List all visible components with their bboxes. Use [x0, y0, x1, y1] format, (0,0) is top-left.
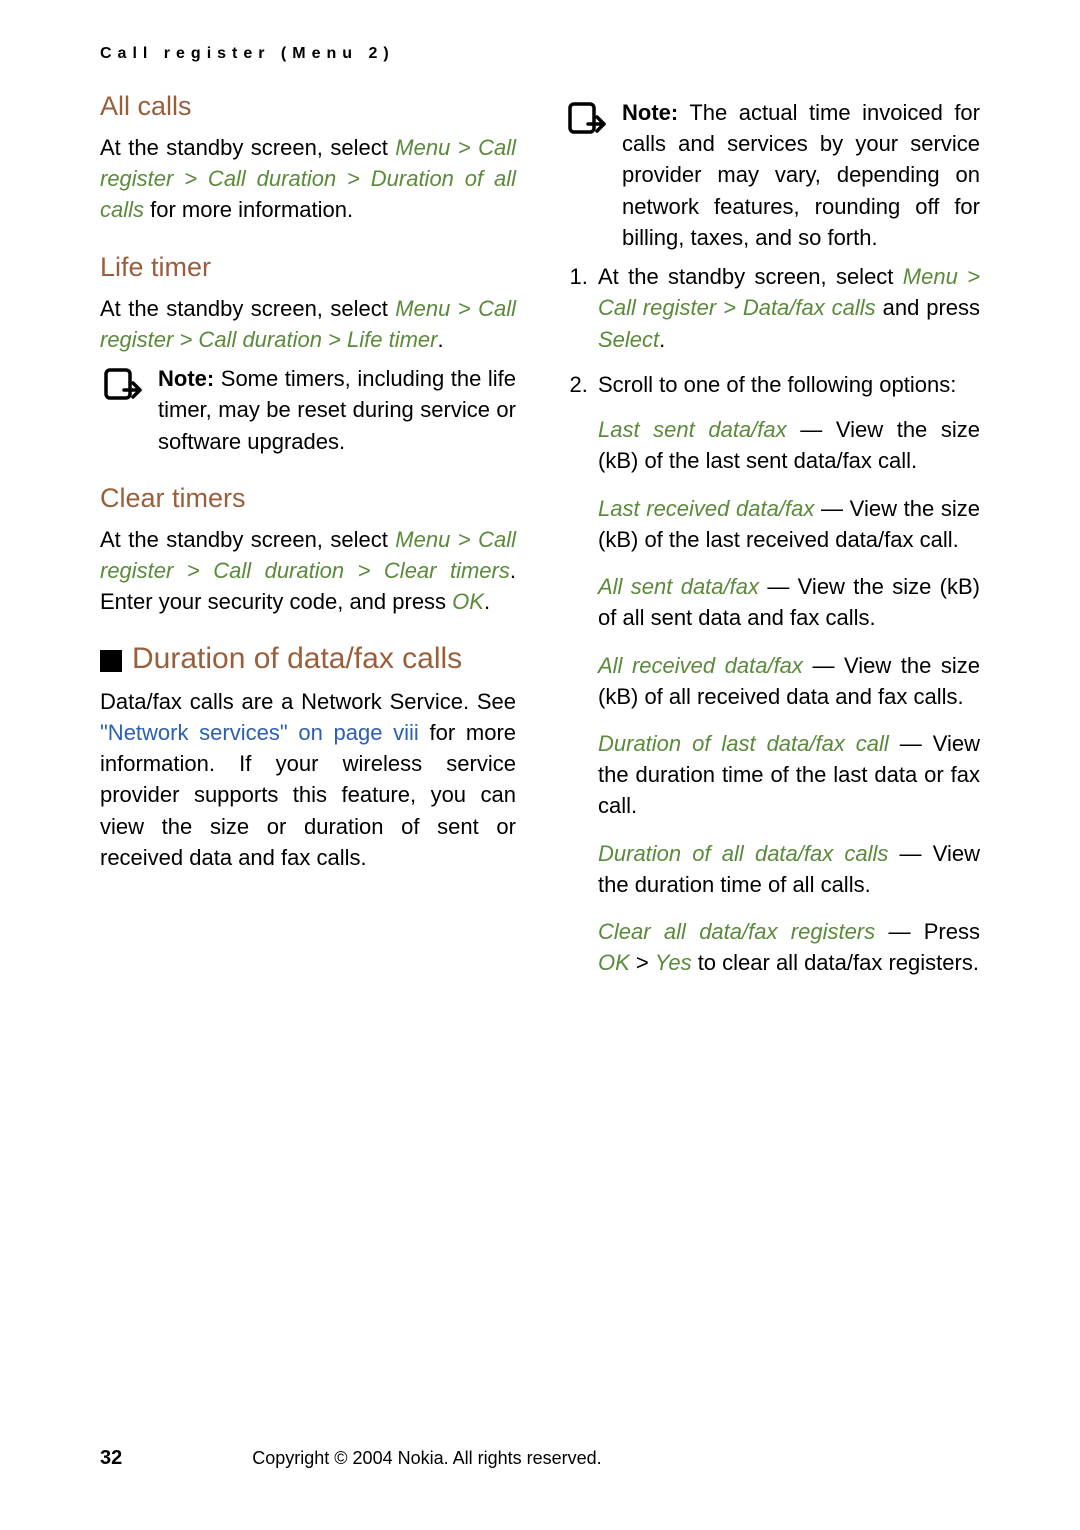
heading-clear-timers: Clear timers [100, 483, 516, 514]
step-1: At the standby screen, select Menu > Cal… [594, 261, 980, 355]
para-life-timer: At the standby screen, select Menu > Cal… [100, 293, 516, 355]
option-item: All sent data/fax — View the size (kB) o… [598, 571, 980, 633]
option-item: Last sent data/fax — View the size (kB) … [598, 414, 980, 476]
note-label: Note: [622, 100, 678, 125]
yes-label: Yes [655, 950, 692, 975]
option-clear-registers: Clear all data/fax registers — Press OK … [598, 916, 980, 978]
square-bullet-icon [100, 650, 122, 672]
page-footer: 32 Copyright © 2004 Nokia. All rights re… [100, 1447, 980, 1470]
option-name: Clear all data/fax registers [598, 919, 875, 944]
text: to clear all data/fax registers. [692, 950, 979, 975]
text: . [438, 327, 444, 352]
para-all-calls: At the standby screen, select Menu > Cal… [100, 132, 516, 226]
right-column: Note: The actual time invoiced for calls… [564, 91, 980, 995]
option-item: Last received data/fax — View the size (… [598, 493, 980, 555]
heading-all-calls: All calls [100, 91, 516, 122]
ok-label: OK [452, 589, 484, 614]
option-name: Duration of last data/fax call [598, 731, 889, 756]
note-life-timer: Note: Some timers, including the life ti… [100, 363, 516, 457]
para-clear-timers: At the standby screen, select Menu > Cal… [100, 524, 516, 618]
page-header: Call register (Menu 2) [100, 45, 980, 63]
note-text: Note: The actual time invoiced for calls… [622, 97, 980, 253]
text: At the standby screen, select [100, 135, 395, 160]
page-number: 32 [100, 1447, 122, 1470]
copyright-text: Copyright © 2004 Nokia. All rights reser… [252, 1448, 601, 1469]
text: . [484, 589, 490, 614]
text: Scroll to one of the following options: [598, 372, 956, 397]
heading-life-timer: Life timer [100, 252, 516, 283]
para-datafax: Data/fax calls are a Network Service. Se… [100, 686, 516, 873]
text: . [659, 327, 665, 352]
note-icon [100, 367, 144, 407]
note-label: Note: [158, 366, 214, 391]
text: — Press [875, 919, 980, 944]
option-name: Duration of all data/fax calls [598, 841, 888, 866]
select-label: Select [598, 327, 659, 352]
ok-label: OK [598, 950, 630, 975]
option-name: All sent data/fax [598, 574, 759, 599]
option-item: Duration of last data/fax call — View th… [598, 728, 980, 822]
text: At the standby screen, select [598, 264, 903, 289]
heading-datafax: Duration of data/fax calls [100, 642, 516, 676]
text: Data/fax calls are a Network Service. Se… [100, 689, 516, 714]
content-columns: All calls At the standby screen, select … [100, 91, 980, 995]
text: At the standby screen, select [100, 527, 395, 552]
note-text: Note: Some timers, including the life ti… [158, 363, 516, 457]
page-body: Call register (Menu 2) All calls At the … [0, 0, 1080, 995]
text: At the standby screen, select [100, 296, 395, 321]
steps-list: At the standby screen, select Menu > Cal… [594, 261, 980, 400]
crossref-link[interactable]: "Network services" on page viii [100, 720, 419, 745]
note-icon [564, 101, 608, 141]
heading-text: Duration of data/fax calls [132, 642, 516, 676]
step-2: Scroll to one of the following options: [594, 369, 980, 400]
option-name: Last sent data/fax [598, 417, 787, 442]
option-item: All received data/fax — View the size (k… [598, 650, 980, 712]
text: > [630, 950, 655, 975]
left-column: All calls At the standby screen, select … [100, 91, 516, 995]
option-name: Last received data/fax [598, 496, 814, 521]
note-invoice: Note: The actual time invoiced for calls… [564, 97, 980, 253]
text: and press [876, 295, 980, 320]
option-item: Duration of all data/fax calls — View th… [598, 838, 980, 900]
text: for more information. [144, 197, 353, 222]
option-name: All received data/fax [598, 653, 803, 678]
options-list: Last sent data/fax — View the size (kB) … [564, 414, 980, 900]
